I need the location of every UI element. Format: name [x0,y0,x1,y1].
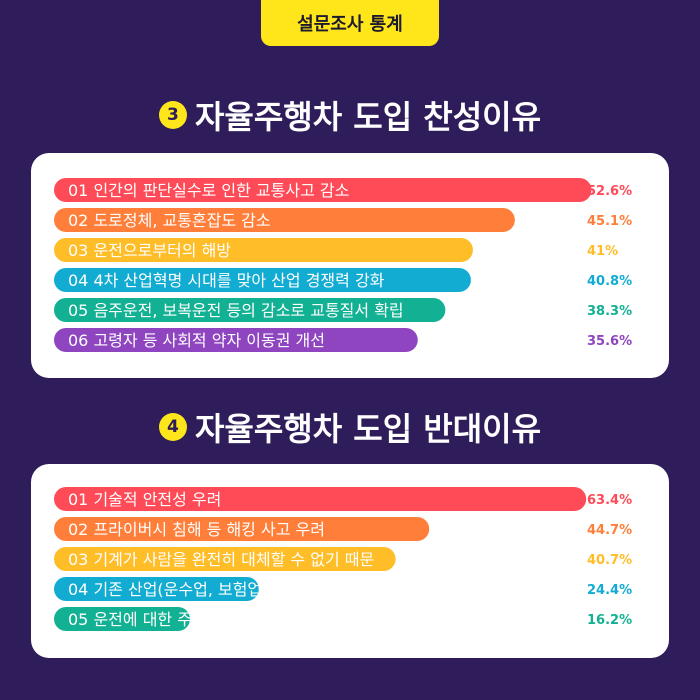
bar [54,268,471,292]
section-title-text: 자율주행차 도입 찬성이유 [194,98,542,136]
cons-chart-panel: 01 기술적 안전성 우려 63.4% 02 프라이버시 침해 등 해킹 사고 우려… [31,464,669,658]
bar-category-label: 06 고령자 등 사회적 약자 이동권 개선 [68,331,325,350]
bar-category-label: 01 인간의 판단실수로 인한 교통사고 감소 [68,181,349,200]
bar-category-label: 05 음주운전, 보복운전 등의 감소로 교통질서 확립 [68,301,404,320]
bar-value-label: 63.4% [587,493,632,508]
pros-chart-panel: 01 인간의 판단실수로 인한 교통사고 감소 52.6% 02 도로정체, 교통혼… [31,153,669,378]
cons-bar-chart: 01 기술적 안전성 우려 63.4% 02 프라이버시 침해 등 해킹 사고 우려… [54,487,632,631]
bar [54,298,446,322]
bar-value-label: 40.8% [587,274,632,289]
bar [54,238,473,262]
bar-value-label: 45.1% [587,214,632,229]
bar-value-label: 38.3% [587,304,632,319]
bar [54,547,396,571]
bar [54,517,430,541]
bar-value-label: 24.4% [587,583,632,598]
section-number-badge: 4 [158,413,187,441]
bar-category-label: 04 기존 산업(운수업, 보험업) 위축 [68,580,303,599]
bar [54,577,259,601]
bar-category-label: 01 기술적 안전성 우려 [68,490,221,509]
bar-category-label: 03 기계가 사람을 완전히 대체할 수 없기 때문 [68,550,374,569]
bar [54,328,418,352]
bar-value-label: 41% [587,244,618,259]
bar [54,487,587,511]
bar-category-label: 03 운전으로부터의 해방 [68,241,231,260]
bar-value-label: 44.7% [587,523,632,538]
bar-value-label: 52.6% [587,184,632,199]
bar-category-label: 02 프라이버시 침해 등 해킹 사고 우려 [68,520,325,539]
pros-bar-chart: 01 인간의 판단실수로 인한 교통사고 감소 52.6% 02 도로정체, 교통혼… [54,178,632,352]
bar [54,607,190,631]
section-title-cons: 4 자율주행차 도입 반대이유 [0,402,700,452]
section-title-pros: 3 자율주행차 도입 찬성이유 [0,90,700,140]
bar [54,208,515,232]
bar [54,178,592,202]
bar-category-label: 04 4차 산업혁명 시대를 맞아 산업 경쟁력 강화 [68,271,385,290]
section-title-text: 자율주행차 도입 반대이유 [194,410,542,448]
survey-stats-badge: 설문조사 통계 [261,0,439,46]
section-number-badge: 3 [158,101,187,129]
bar-value-label: 16.2% [587,613,632,628]
bar-category-label: 02 도로정체, 교통혼잡도 감소 [68,211,271,230]
bar-value-label: 35.6% [587,334,632,349]
bar-category-label: 05 운전에 대한 주도권을 놓고 싶지 않음 [68,610,340,629]
bar-value-label: 40.7% [587,553,632,568]
